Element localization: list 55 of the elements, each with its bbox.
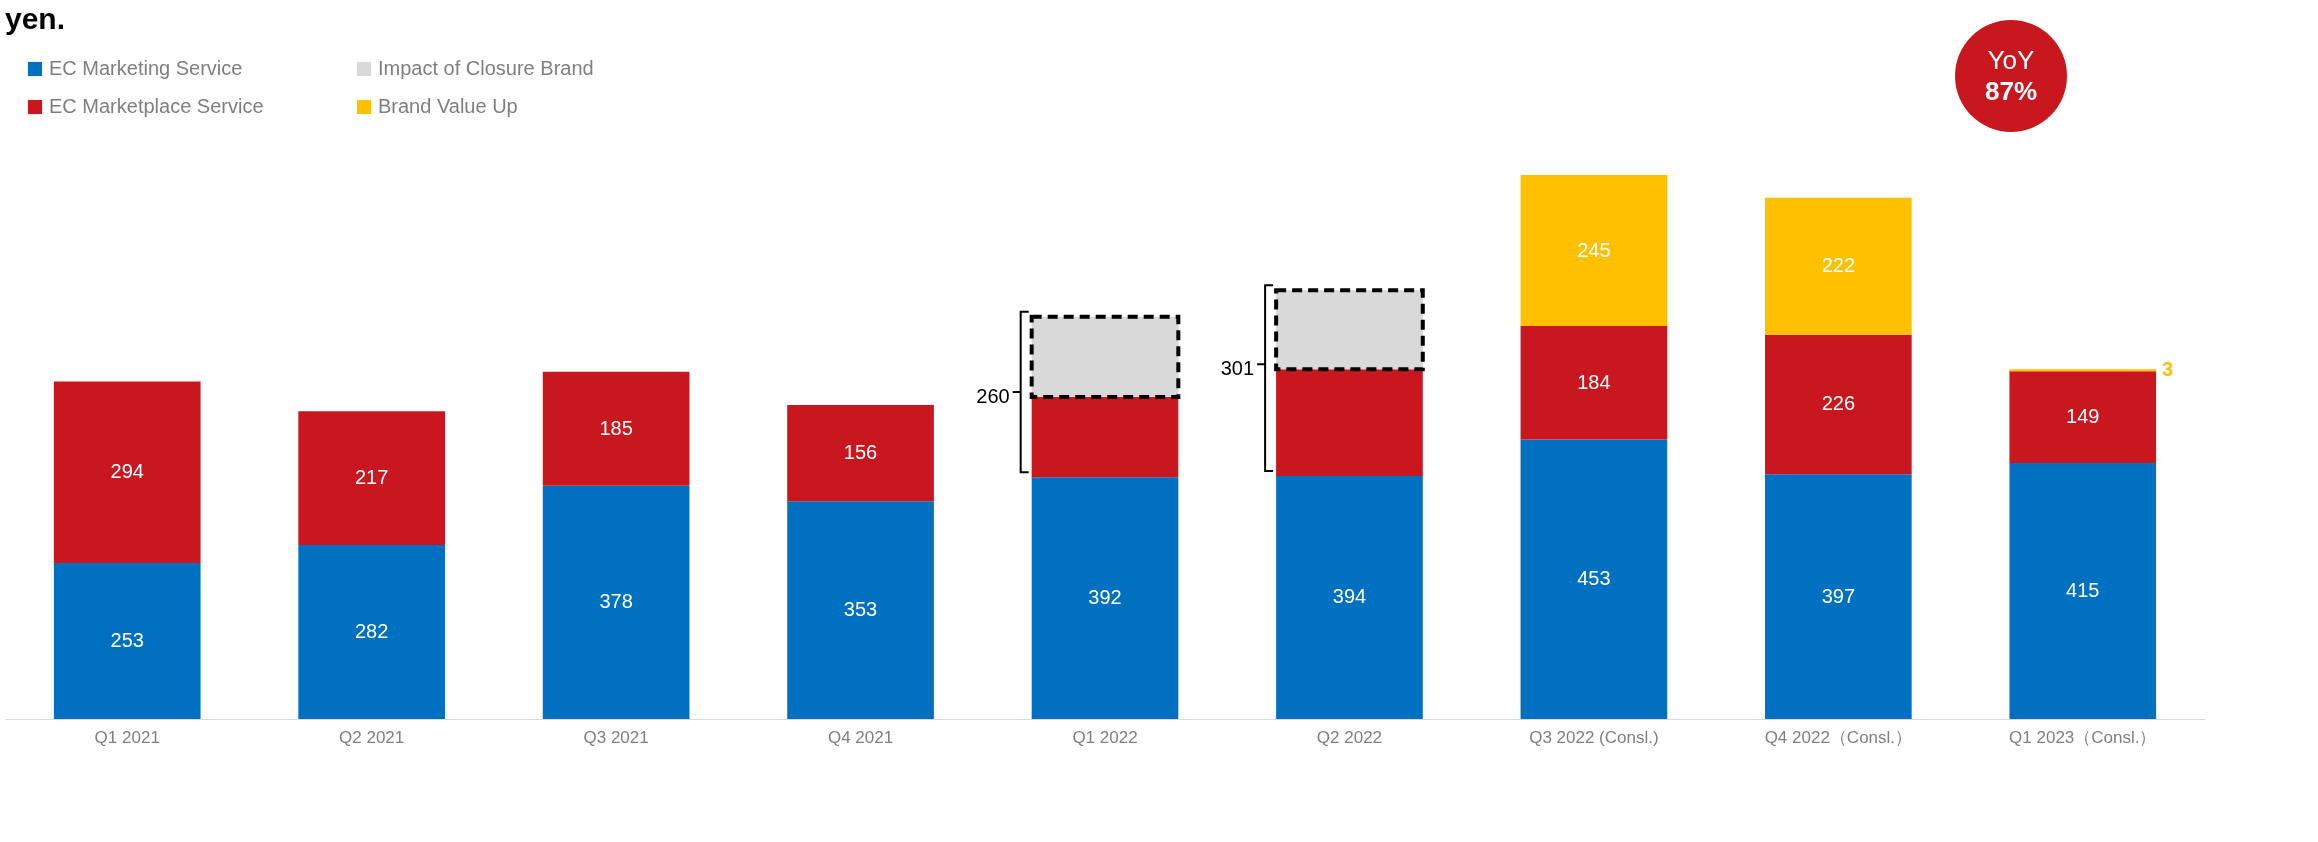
bar [1276, 369, 1423, 476]
data-label: 453 [1577, 567, 1611, 590]
data-label: 226 [1821, 392, 1856, 415]
annotation: 260 [976, 385, 1010, 408]
data-label: 282 [354, 620, 389, 643]
x-tick-label: Q2 2021 [339, 727, 405, 747]
bar [2009, 371, 2157, 464]
data-label: 156 [843, 441, 878, 464]
legend-label: Brand Value Up [378, 95, 518, 117]
x-tick-label: Q3 2022 (Consl.) [1529, 727, 1659, 747]
data-label: 415 [2066, 579, 2100, 602]
bar [53, 562, 201, 719]
data-label: 222 [1821, 254, 1856, 277]
data-label: 378 [599, 590, 633, 613]
x-tick-label: Q2 2022 [1316, 727, 1383, 747]
bar [542, 371, 690, 486]
data-label: 253 [110, 628, 144, 651]
data-label: 353 [843, 598, 878, 621]
bar [1520, 326, 1668, 440]
annotation: 301 [1220, 357, 1255, 380]
x-tick-label: Q4 2021 [827, 727, 894, 747]
data-label: 217 [354, 466, 389, 489]
bar [787, 405, 934, 502]
x-tick-label: Q1 2023（Consl.） [2009, 727, 2157, 747]
bar [787, 501, 934, 719]
data-label: 397 [1821, 584, 1856, 607]
data-label: 294 [110, 460, 144, 483]
data-label: 184 [1577, 370, 1611, 393]
data-label: 185 [599, 416, 633, 439]
bar [1031, 477, 1179, 719]
bar [542, 485, 690, 719]
bar [298, 411, 445, 546]
legend-label: EC Marketing Service [49, 57, 243, 79]
bar [2009, 463, 2157, 719]
bar [298, 545, 445, 719]
x-tick-label: Q1 2021 [94, 727, 160, 747]
legend-label: Impact of Closure Brand [378, 57, 594, 79]
bar [1276, 475, 1423, 719]
bar [1765, 334, 1912, 475]
x-tick-label: Q4 2022（Consl.） [1764, 727, 1913, 747]
x-tick-label: Q3 2021 [583, 727, 649, 747]
data-label: 3 [2162, 358, 2174, 381]
data-label: 245 [1577, 238, 1611, 261]
data-label: 149 [2066, 405, 2100, 428]
bar [1765, 474, 1912, 719]
bar [1520, 175, 1668, 327]
x-tick-label: Q1 2022 [1072, 727, 1138, 747]
bar [1765, 197, 1912, 335]
data-label: 392 [1088, 586, 1122, 609]
bar [53, 381, 201, 563]
bar [1031, 397, 1179, 478]
chart-title: yen. [5, 2, 66, 35]
bar [1520, 439, 1668, 719]
data-label: 394 [1332, 585, 1367, 608]
legend-label: EC Marketplace Service [49, 95, 264, 117]
